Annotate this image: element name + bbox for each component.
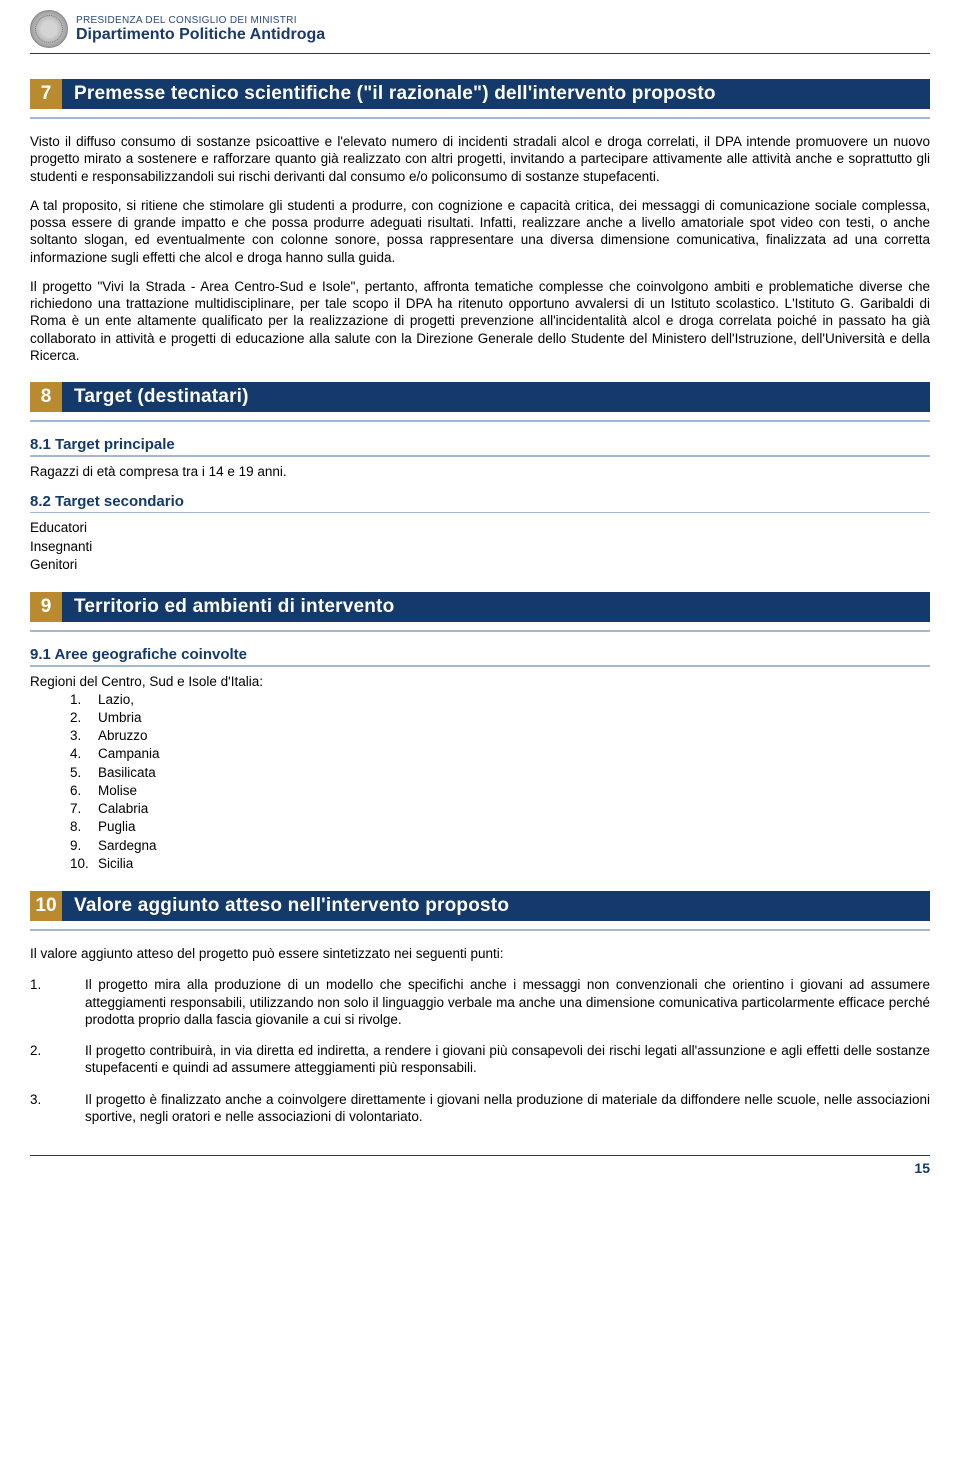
page-footer: 15 [30, 1155, 930, 1176]
point-num: 2. [30, 1042, 85, 1077]
section-7-underline [30, 117, 930, 119]
list-item: 2.Umbria [70, 709, 930, 727]
list-text: Sardegna [98, 837, 157, 855]
section-8-1-underline [30, 455, 930, 457]
header-rule [30, 53, 930, 54]
section-7-para-3: Il progetto "Vivi la Strada - Area Centr… [30, 278, 930, 364]
list-item: 3.Abruzzo [70, 727, 930, 745]
list-text: Molise [98, 782, 137, 800]
list-num: 7. [70, 800, 98, 818]
section-8-header: 8 Target (destinatari) [30, 382, 930, 412]
point-row: 3. Il progetto è finalizzato anche a coi… [30, 1091, 930, 1126]
section-9-1-underline [30, 665, 930, 667]
list-item: 6.Molise [70, 782, 930, 800]
section-9-number: 9 [30, 592, 62, 622]
point-num: 1. [30, 976, 85, 1028]
list-item: 1.Lazio, [70, 691, 930, 709]
list-item: 9.Sardegna [70, 837, 930, 855]
list-text: Lazio, [98, 691, 134, 709]
region-list: 1.Lazio, 2.Umbria 3.Abruzzo 4.Campania 5… [30, 691, 930, 873]
list-text: Abruzzo [98, 727, 148, 745]
section-10-points: 1. Il progetto mira alla produzione di u… [30, 976, 930, 1125]
section-7-number: 7 [30, 79, 62, 109]
section-8-1-text: Ragazzi di età compresa tra i 14 e 19 an… [30, 463, 930, 481]
list-text: Sicilia [98, 855, 133, 873]
section-9-underline [30, 630, 930, 632]
list-item: 8.Puglia [70, 818, 930, 836]
header-text: PRESIDENZA DEL CONSIGLIO DEI MINISTRI Di… [76, 15, 325, 44]
point-num: 3. [30, 1091, 85, 1126]
section-10-underline [30, 929, 930, 931]
list-num: 9. [70, 837, 98, 855]
list-num: 5. [70, 764, 98, 782]
section-10-header: 10 Valore aggiunto atteso nell'intervent… [30, 891, 930, 921]
list-num: 6. [70, 782, 98, 800]
section-8-number: 8 [30, 382, 62, 412]
list-num: 2. [70, 709, 98, 727]
section-8-underline [30, 420, 930, 422]
header-dept-line: Dipartimento Politiche Antidroga [76, 26, 325, 44]
list-text: Basilicata [98, 764, 156, 782]
point-row: 2. Il progetto contribuirà, in via diret… [30, 1042, 930, 1077]
list-num: 1. [70, 691, 98, 709]
header-org-line: PRESIDENZA DEL CONSIGLIO DEI MINISTRI [76, 15, 325, 26]
point-text: Il progetto contribuirà, in via diretta … [85, 1042, 930, 1077]
section-9-header: 9 Territorio ed ambienti di intervento [30, 592, 930, 622]
section-9-1-heading: 9.1 Aree geografiche coinvolte [30, 646, 930, 665]
footer-rule [30, 1155, 930, 1156]
section-9-1-intro: Regioni del Centro, Sud e Isole d'Italia… [30, 673, 930, 691]
section-10-intro: Il valore aggiunto atteso del progetto p… [30, 945, 930, 962]
list-num: 8. [70, 818, 98, 836]
list-text: Campania [98, 745, 160, 763]
list-item: 5.Basilicata [70, 764, 930, 782]
list-text: Puglia [98, 818, 136, 836]
page-number: 15 [30, 1160, 930, 1176]
point-text: Il progetto mira alla produzione di un m… [85, 976, 930, 1028]
section-8-2-underline [30, 512, 930, 514]
section-10-title: Valore aggiunto atteso nell'intervento p… [62, 891, 930, 921]
section-7-header: 7 Premesse tecnico scientifiche ("il raz… [30, 79, 930, 109]
list-item: 10.Sicilia [70, 855, 930, 873]
emblem-icon [30, 10, 68, 48]
list-num: 10. [70, 855, 98, 873]
list-text: Umbria [98, 709, 142, 727]
section-8-2-line-2: Insegnanti [30, 538, 930, 556]
section-8-2-heading: 8.2 Target secondario [30, 493, 930, 512]
list-num: 3. [70, 727, 98, 745]
section-7-para-2: A tal proposito, si ritiene che stimolar… [30, 197, 930, 266]
point-row: 1. Il progetto mira alla produzione di u… [30, 976, 930, 1028]
section-8-1-heading: 8.1 Target principale [30, 436, 930, 455]
list-num: 4. [70, 745, 98, 763]
document-header: PRESIDENZA DEL CONSIGLIO DEI MINISTRI Di… [30, 0, 930, 53]
section-10-number: 10 [30, 891, 62, 921]
list-item: 7.Calabria [70, 800, 930, 818]
section-8-2-line-1: Educatori [30, 519, 930, 537]
section-8-title: Target (destinatari) [62, 382, 930, 412]
section-8-2-line-3: Genitori [30, 556, 930, 574]
list-text: Calabria [98, 800, 148, 818]
section-7-title: Premesse tecnico scientifiche ("il razio… [62, 79, 930, 109]
list-item: 4.Campania [70, 745, 930, 763]
section-7-para-1: Visto il diffuso consumo di sostanze psi… [30, 133, 930, 185]
section-9-title: Territorio ed ambienti di intervento [62, 592, 930, 622]
point-text: Il progetto è finalizzato anche a coinvo… [85, 1091, 930, 1126]
